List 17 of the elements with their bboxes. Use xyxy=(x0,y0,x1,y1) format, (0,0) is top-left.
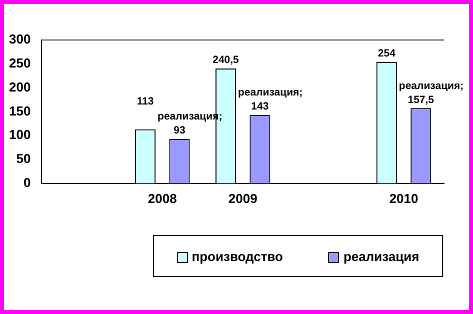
y-tick-label: 0 xyxy=(23,174,31,190)
legend-label: реализация xyxy=(342,248,420,264)
x-tick-label: 2010 xyxy=(389,190,418,206)
data-label: реализация; 157,5 xyxy=(398,80,464,106)
data-label: 240,5 xyxy=(212,54,240,66)
legend-label: производство xyxy=(190,248,283,264)
x-tick-label: 2008 xyxy=(148,190,177,206)
y-tick-label: 50 xyxy=(16,151,31,166)
data-label: 254 xyxy=(378,48,396,60)
y-tick-label: 200 xyxy=(8,79,31,94)
y-tick-label: 250 xyxy=(8,55,31,70)
y-tick-label: 150 xyxy=(8,103,31,118)
y-tick-label: 100 xyxy=(8,127,31,142)
data-label: 113 xyxy=(136,96,154,108)
y-tick-label: 300 xyxy=(8,32,31,47)
data-label: реализация; 143 xyxy=(238,86,303,113)
x-tick-label: 2009 xyxy=(228,190,258,206)
